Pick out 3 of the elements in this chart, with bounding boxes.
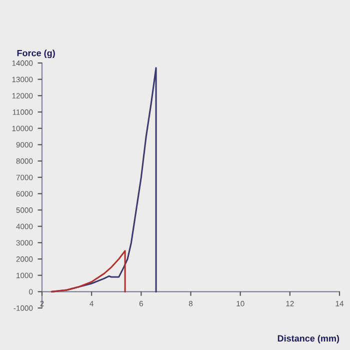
y-axis-title: Force (g): [17, 50, 55, 58]
x-axis-title: Distance (mm): [278, 334, 340, 344]
line-series: [51, 250, 126, 292]
